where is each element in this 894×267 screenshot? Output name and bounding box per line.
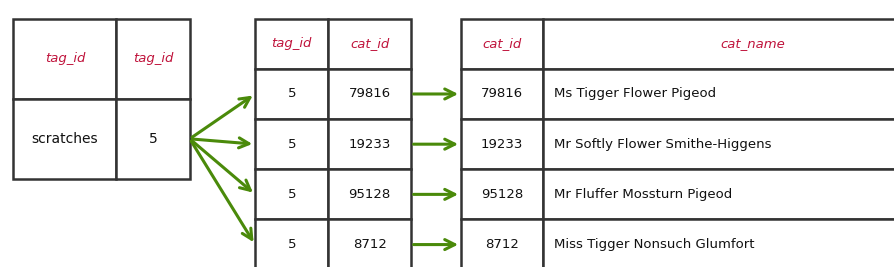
Bar [543, 169, 894, 219]
Bar [255, 169, 328, 219]
Text: cat_id: cat_id [482, 37, 521, 50]
Text: 5: 5 [287, 138, 296, 151]
Bar [543, 119, 894, 169]
Bar [13, 99, 116, 179]
Bar [255, 119, 328, 169]
Bar [460, 119, 543, 169]
Text: 95128: 95128 [348, 188, 391, 201]
Bar [116, 99, 190, 179]
Bar [543, 69, 894, 119]
Bar [460, 69, 543, 119]
Text: 5: 5 [287, 88, 296, 100]
Bar [543, 219, 894, 267]
Bar [255, 19, 328, 69]
Bar [328, 119, 410, 169]
Text: 79816: 79816 [348, 88, 391, 100]
Bar [328, 219, 410, 267]
Bar [328, 19, 410, 69]
Text: tag_id: tag_id [271, 37, 312, 50]
Text: 95128: 95128 [480, 188, 523, 201]
Text: 5: 5 [287, 188, 296, 201]
Bar [255, 219, 328, 267]
Text: 79816: 79816 [480, 88, 523, 100]
Bar [543, 19, 894, 69]
Text: 19233: 19233 [480, 138, 523, 151]
Text: cat_name: cat_name [720, 37, 784, 50]
Text: Miss Tigger Nonsuch Glumfort: Miss Tigger Nonsuch Glumfort [553, 238, 754, 251]
Text: scratches: scratches [31, 132, 98, 146]
Text: 5: 5 [287, 238, 296, 251]
Text: cat_id: cat_id [350, 37, 389, 50]
Bar [460, 19, 543, 69]
Text: tag_id: tag_id [45, 52, 85, 65]
Bar [116, 19, 190, 99]
Bar [328, 69, 410, 119]
Text: 19233: 19233 [348, 138, 391, 151]
Text: tag_id: tag_id [132, 52, 173, 65]
Text: Ms Tigger Flower Pigeod: Ms Tigger Flower Pigeod [553, 88, 715, 100]
Bar [460, 169, 543, 219]
Text: Mr Fluffer Mossturn Pigeod: Mr Fluffer Mossturn Pigeod [553, 188, 731, 201]
Text: 8712: 8712 [485, 238, 519, 251]
Text: Mr Softly Flower Smithe-Higgens: Mr Softly Flower Smithe-Higgens [553, 138, 771, 151]
Text: 8712: 8712 [352, 238, 386, 251]
Bar [13, 19, 116, 99]
Text: 5: 5 [148, 132, 157, 146]
Bar [255, 69, 328, 119]
Bar [460, 219, 543, 267]
Bar [328, 169, 410, 219]
